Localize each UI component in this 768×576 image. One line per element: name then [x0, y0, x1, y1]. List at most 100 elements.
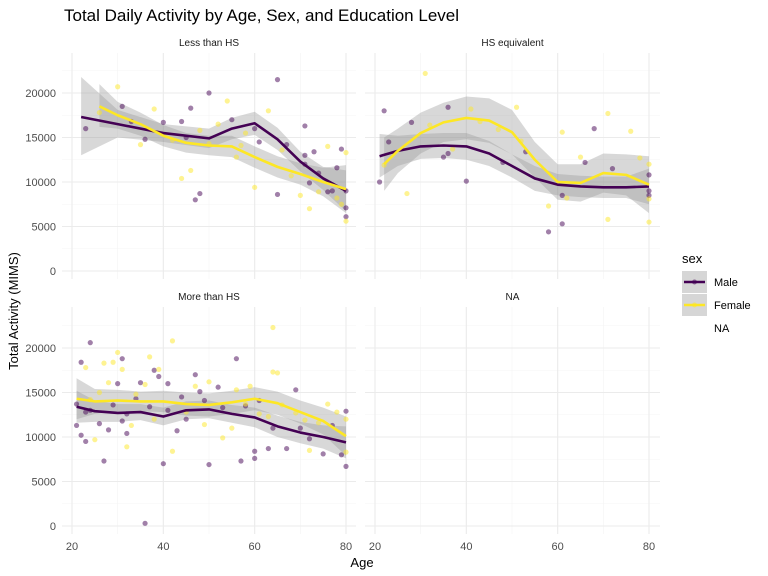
- x-tick-label: 80: [643, 541, 655, 553]
- point-male: [306, 180, 313, 186]
- point-male: [274, 191, 281, 198]
- point-female: [302, 417, 308, 423]
- chart-title: Total Daily Activity by Age, Sex, and Ed…: [64, 6, 459, 25]
- point-female: [96, 389, 102, 396]
- point-female: [206, 379, 212, 385]
- point-female: [192, 383, 198, 389]
- point-male: [646, 188, 652, 194]
- x-tick-label: 80: [340, 541, 352, 553]
- facet-strip-label: Less than HS: [179, 38, 239, 49]
- point-female: [224, 98, 230, 104]
- legend-title: sex: [682, 251, 703, 266]
- panel-1: Less than HS 0 5000 10000 15000 20000: [25, 38, 356, 279]
- smooth-line-female: [383, 116, 650, 186]
- point-male: [206, 461, 212, 468]
- x-tick-label: 20: [66, 541, 78, 553]
- point-male: [338, 452, 345, 458]
- point-male: [252, 126, 258, 132]
- point-male: [440, 154, 447, 160]
- point-male: [192, 197, 198, 203]
- point-male: [78, 359, 84, 365]
- point-male: [192, 372, 198, 378]
- point-male: [274, 77, 281, 83]
- point-female: [605, 216, 611, 222]
- point-male: [381, 108, 387, 114]
- point-male: [609, 166, 616, 172]
- facet-strip-label: NA: [506, 292, 520, 303]
- point-male: [306, 436, 313, 442]
- point-male: [284, 445, 290, 452]
- point-male: [445, 150, 451, 157]
- point-female: [325, 401, 331, 407]
- point-female: [646, 196, 652, 202]
- point-female: [637, 155, 643, 161]
- point-female: [242, 401, 249, 407]
- point-female: [119, 366, 125, 372]
- point-female: [270, 324, 276, 331]
- point-male: [165, 407, 171, 413]
- y-tick-label: 15000: [25, 133, 56, 145]
- legend-label-na: NA: [714, 323, 730, 335]
- point-male: [124, 430, 130, 437]
- y-tick-label: 15000: [25, 388, 56, 400]
- point-male: [238, 458, 244, 464]
- point-male: [265, 445, 271, 452]
- point-male: [256, 139, 262, 145]
- point-female: [252, 184, 258, 190]
- point-female: [201, 421, 208, 428]
- y-tick-label: 20000: [25, 88, 56, 100]
- point-female: [265, 108, 271, 114]
- point-male: [338, 146, 345, 152]
- point-male: [73, 422, 80, 429]
- point-male: [408, 119, 415, 125]
- point-male: [83, 409, 89, 415]
- point-male: [302, 152, 308, 158]
- panel-3: More than HS 0 5000 10000 15000 20000 20 40 60 80: [25, 292, 356, 553]
- point-female: [343, 449, 349, 455]
- point-male: [160, 119, 166, 125]
- point-female: [124, 444, 130, 450]
- point-female: [577, 154, 584, 160]
- point-female: [169, 448, 176, 454]
- point-female: [92, 437, 98, 443]
- point-male: [233, 356, 239, 362]
- point-male: [559, 192, 565, 198]
- panel-2: HS equivalent: [365, 38, 660, 279]
- point-female: [115, 349, 121, 356]
- point-female: [306, 447, 313, 453]
- x-axis-label: Age: [350, 555, 373, 570]
- point-female: [238, 142, 244, 149]
- point-male: [582, 159, 588, 166]
- point-female: [297, 192, 303, 198]
- confidence-band-female: [99, 84, 347, 214]
- point-female: [564, 195, 570, 201]
- point-female: [105, 380, 112, 386]
- point-female: [220, 435, 226, 441]
- point-female: [316, 189, 322, 195]
- point-male: [179, 394, 185, 400]
- point-female: [233, 154, 239, 160]
- point-male: [119, 356, 125, 362]
- point-female: [646, 219, 652, 225]
- facet-strip-label: HS equivalent: [481, 38, 543, 49]
- point-male: [147, 404, 153, 410]
- point-male: [119, 103, 125, 109]
- confidence-band-male: [76, 390, 347, 459]
- x-tick-label: 60: [249, 541, 261, 553]
- point-female: [147, 354, 153, 360]
- point-male: [105, 427, 112, 433]
- y-tick-label: 10000: [25, 432, 56, 444]
- point-female: [513, 104, 520, 110]
- point-male: [229, 117, 235, 123]
- point-female: [169, 338, 176, 344]
- point-female: [188, 167, 194, 174]
- legend-key-female: [682, 294, 707, 316]
- legend: sex Male Female NA: [682, 251, 751, 335]
- point-female: [156, 366, 162, 372]
- confidence-band-male: [81, 76, 346, 212]
- point-female: [325, 143, 331, 149]
- point-female: [495, 126, 501, 133]
- point-female: [101, 360, 107, 366]
- point-female: [83, 364, 89, 371]
- y-tick-label: 5000: [32, 477, 56, 489]
